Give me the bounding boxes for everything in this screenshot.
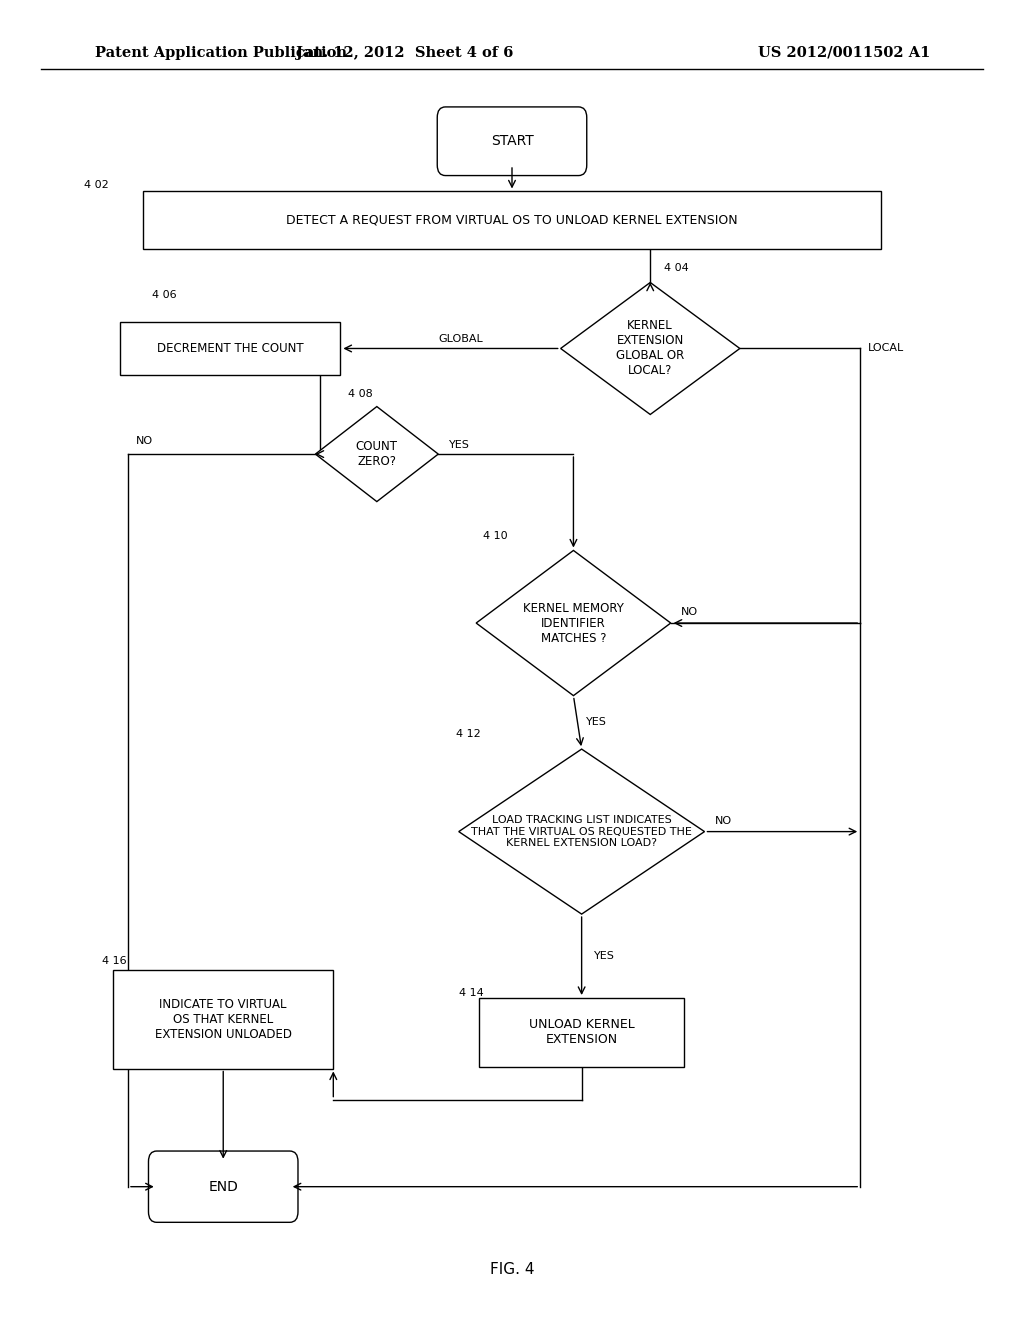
Text: YES: YES	[586, 717, 606, 727]
Text: KERNEL
EXTENSION
GLOBAL OR
LOCAL?: KERNEL EXTENSION GLOBAL OR LOCAL?	[616, 319, 684, 378]
Text: DECREMENT THE COUNT: DECREMENT THE COUNT	[157, 342, 304, 355]
Text: 4 06: 4 06	[152, 289, 176, 300]
Polygon shape	[315, 407, 438, 502]
FancyBboxPatch shape	[148, 1151, 298, 1222]
Text: NO: NO	[136, 436, 154, 446]
Text: INDICATE TO VIRTUAL
OS THAT KERNEL
EXTENSION UNLOADED: INDICATE TO VIRTUAL OS THAT KERNEL EXTEN…	[155, 998, 292, 1040]
FancyBboxPatch shape	[437, 107, 587, 176]
Text: YES: YES	[449, 440, 469, 450]
Text: KERNEL MEMORY
IDENTIFIER
MATCHES ?: KERNEL MEMORY IDENTIFIER MATCHES ?	[523, 602, 624, 644]
Text: FIG. 4: FIG. 4	[489, 1262, 535, 1278]
Text: UNLOAD KERNEL
EXTENSION: UNLOAD KERNEL EXTENSION	[528, 1018, 635, 1047]
Text: LOCAL: LOCAL	[868, 343, 904, 354]
Bar	[121, 322, 340, 375]
Text: END: END	[208, 1180, 239, 1193]
Polygon shape	[476, 550, 671, 696]
Bar	[479, 998, 684, 1067]
Text: COUNT
ZERO?: COUNT ZERO?	[355, 440, 398, 469]
Text: 4 08: 4 08	[348, 388, 373, 399]
Text: GLOBAL: GLOBAL	[438, 334, 483, 345]
Text: DETECT A REQUEST FROM VIRTUAL OS TO UNLOAD KERNEL EXTENSION: DETECT A REQUEST FROM VIRTUAL OS TO UNLO…	[286, 214, 738, 227]
Bar	[143, 191, 881, 249]
Text: START: START	[490, 135, 534, 148]
Text: 4 02: 4 02	[84, 180, 109, 190]
Text: NO: NO	[681, 607, 698, 618]
Text: 4 14: 4 14	[459, 987, 483, 998]
Text: Patent Application Publication: Patent Application Publication	[95, 46, 347, 59]
Text: 4 12: 4 12	[456, 729, 480, 739]
Polygon shape	[561, 282, 739, 414]
Text: 4 10: 4 10	[483, 531, 508, 541]
Polygon shape	[459, 750, 705, 913]
Text: 4 16: 4 16	[102, 956, 127, 966]
Text: US 2012/0011502 A1: US 2012/0011502 A1	[758, 46, 930, 59]
Text: NO: NO	[715, 816, 732, 826]
Text: 4 04: 4 04	[664, 263, 688, 273]
Text: LOAD TRACKING LIST INDICATES
THAT THE VIRTUAL OS REQUESTED THE
KERNEL EXTENSION : LOAD TRACKING LIST INDICATES THAT THE VI…	[471, 814, 692, 849]
Text: Jan. 12, 2012  Sheet 4 of 6: Jan. 12, 2012 Sheet 4 of 6	[296, 46, 513, 59]
Text: YES: YES	[594, 950, 614, 961]
Bar	[113, 969, 334, 1069]
